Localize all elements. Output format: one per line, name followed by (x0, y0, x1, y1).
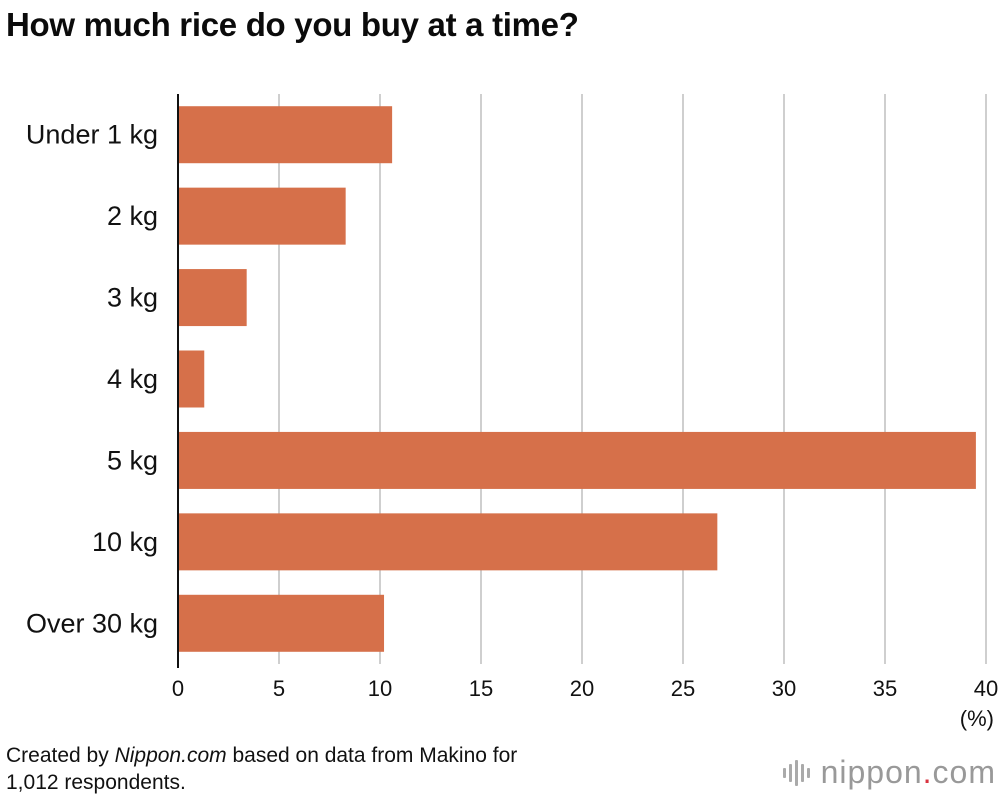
source-note-line-1: Created by Nippon.com based on data from… (6, 742, 517, 769)
x-axis-unit-label: (%) (959, 706, 994, 731)
x-tick-label-5: 5 (273, 676, 285, 700)
source-prefix: Created by (6, 744, 115, 767)
category-label-5-kg: 5 kg (107, 445, 158, 475)
chart-title: How much rice do you buy at a time? (6, 6, 579, 43)
source-brand: Nippon.com (114, 744, 227, 767)
category-label-over-30-kg: Over 30 kg (26, 608, 158, 638)
x-tick-label-30: 30 (772, 676, 796, 700)
source-note: Created by Nippon.com based on data from… (6, 742, 517, 796)
bar-chart: Under 1 kg 2 kg 3 kg 4 kg 5 kg 10 kg Over 30 k… (26, 94, 998, 700)
bar-over-30-kg (178, 594, 385, 652)
category-label-4-kg: 4 kg (107, 364, 158, 394)
bar-5-kg (178, 431, 976, 489)
logo-name: nippon (820, 754, 923, 790)
logo-tld: com (932, 754, 996, 790)
bar-4-kg (178, 350, 205, 408)
x-tick-label-10: 10 (368, 676, 392, 700)
bar-under-1-kg (178, 106, 393, 164)
nippon-logo: nippon. com (782, 754, 996, 791)
source-suffix: based on data from Makino for (226, 744, 518, 767)
bar-10-kg (178, 513, 718, 571)
category-label-under-1-kg: Under 1 kg (26, 120, 158, 150)
category-label-3-kg: 3 kg (107, 283, 158, 313)
x-tick-label-35: 35 (873, 676, 897, 700)
logo-dot: . (922, 754, 933, 790)
bar-3-kg (178, 269, 247, 327)
x-tick-label-20: 20 (570, 676, 594, 700)
x-tick-label-25: 25 (671, 676, 695, 700)
x-tick-label-15: 15 (469, 676, 493, 700)
category-label-10-kg: 10 kg (92, 527, 158, 557)
bar-2-kg (178, 187, 346, 245)
category-label-2-kg: 2 kg (107, 201, 158, 231)
nippon-logo-bars-icon (782, 758, 813, 788)
x-tick-label-40: 40 (974, 676, 998, 700)
source-note-line-2: 1,012 respondents. (6, 771, 186, 794)
x-tick-label-0: 0 (172, 676, 184, 700)
